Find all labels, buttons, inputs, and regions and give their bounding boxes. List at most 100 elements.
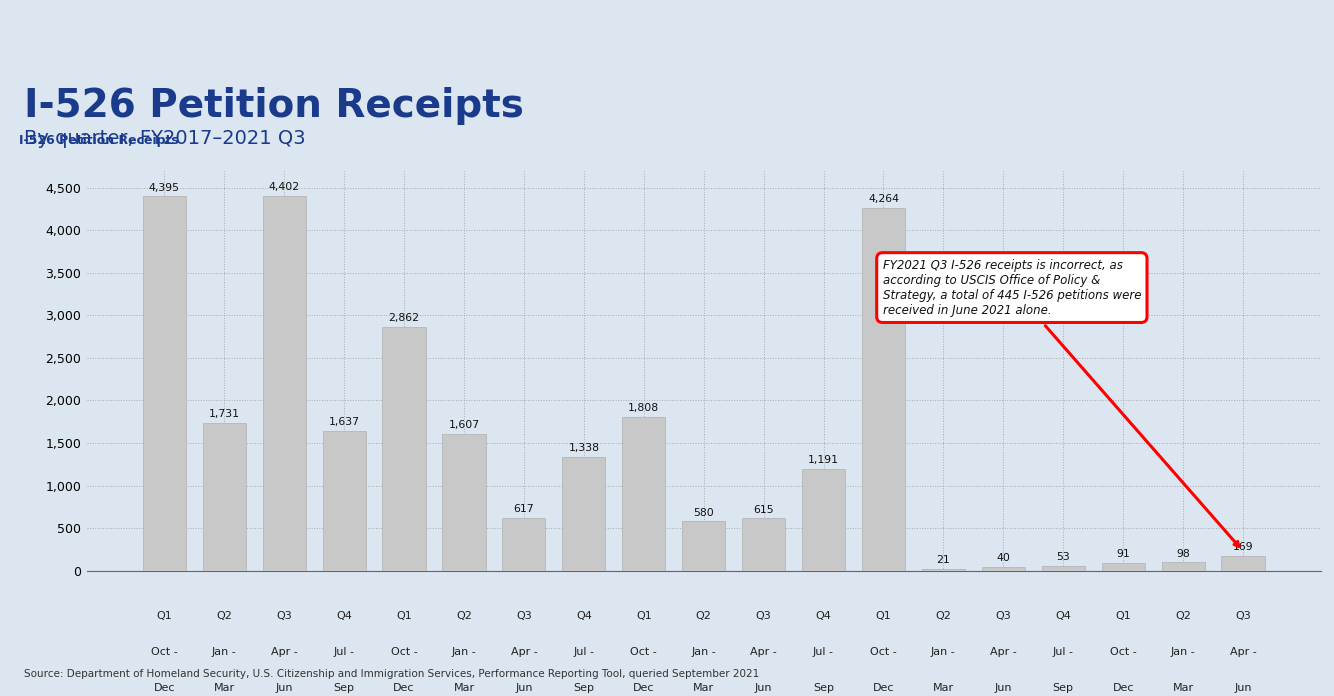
- Text: Q2: Q2: [216, 611, 232, 621]
- Text: Oct -: Oct -: [1110, 647, 1137, 657]
- Text: 4,395: 4,395: [149, 182, 180, 193]
- Text: Q2: Q2: [696, 611, 711, 621]
- Text: Q3: Q3: [516, 611, 532, 621]
- Text: Dec: Dec: [394, 683, 415, 693]
- Text: Q2: Q2: [456, 611, 472, 621]
- Text: Jan -: Jan -: [931, 647, 955, 657]
- Text: Q3: Q3: [1235, 611, 1251, 621]
- Bar: [263, 196, 305, 571]
- Bar: [1162, 562, 1205, 571]
- Text: Jan -: Jan -: [212, 647, 236, 657]
- Text: Mar: Mar: [1173, 683, 1194, 693]
- Bar: [742, 519, 786, 571]
- Text: Q2: Q2: [935, 611, 951, 621]
- Text: Sep: Sep: [334, 683, 355, 693]
- Text: Sep: Sep: [574, 683, 595, 693]
- Bar: [802, 469, 846, 571]
- Text: Q1: Q1: [1115, 611, 1131, 621]
- Bar: [682, 521, 726, 571]
- Text: Q1: Q1: [636, 611, 651, 621]
- Text: Jun: Jun: [1234, 683, 1251, 693]
- Text: Q4: Q4: [815, 611, 831, 621]
- Text: Dec: Dec: [153, 683, 175, 693]
- Bar: [922, 569, 964, 571]
- Text: 617: 617: [514, 505, 534, 514]
- Text: Q2: Q2: [1175, 611, 1191, 621]
- Text: 21: 21: [936, 555, 950, 565]
- Bar: [203, 423, 245, 571]
- Text: Q4: Q4: [336, 611, 352, 621]
- Text: 2,862: 2,862: [388, 313, 420, 323]
- Bar: [562, 457, 606, 571]
- Text: Q3: Q3: [756, 611, 771, 621]
- Text: 1,808: 1,808: [628, 403, 659, 413]
- Text: 1,637: 1,637: [328, 418, 360, 427]
- Text: Jul -: Jul -: [574, 647, 595, 657]
- Text: Jul -: Jul -: [1053, 647, 1074, 657]
- Text: Sep: Sep: [812, 683, 834, 693]
- Text: 98: 98: [1177, 548, 1190, 559]
- Bar: [1102, 563, 1145, 571]
- Text: Jun: Jun: [515, 683, 532, 693]
- Text: 91: 91: [1117, 549, 1130, 559]
- Text: Oct -: Oct -: [870, 647, 896, 657]
- Text: Jan -: Jan -: [691, 647, 716, 657]
- Text: Oct -: Oct -: [391, 647, 418, 657]
- Text: 4,264: 4,264: [868, 193, 899, 204]
- Text: 4,402: 4,402: [268, 182, 300, 192]
- Text: Apr -: Apr -: [271, 647, 297, 657]
- Bar: [1222, 556, 1265, 571]
- Text: Jul -: Jul -: [334, 647, 355, 657]
- Text: Jun: Jun: [275, 683, 293, 693]
- Text: Jun: Jun: [755, 683, 772, 693]
- Text: Q4: Q4: [1055, 611, 1071, 621]
- Text: Q4: Q4: [576, 611, 592, 621]
- Text: Apr -: Apr -: [511, 647, 538, 657]
- Text: 615: 615: [754, 505, 774, 514]
- Text: Mar: Mar: [213, 683, 235, 693]
- Text: Jul -: Jul -: [812, 647, 834, 657]
- Text: I-526 Petition Receipts: I-526 Petition Receipts: [19, 134, 179, 147]
- Text: 580: 580: [694, 507, 714, 518]
- Text: 40: 40: [996, 553, 1010, 564]
- Bar: [1042, 567, 1085, 571]
- Bar: [383, 327, 426, 571]
- Text: Dec: Dec: [634, 683, 655, 693]
- Text: Oct -: Oct -: [151, 647, 177, 657]
- Text: Apr -: Apr -: [750, 647, 776, 657]
- Text: 1,731: 1,731: [209, 409, 240, 420]
- Text: Jan -: Jan -: [1171, 647, 1195, 657]
- Text: Mar: Mar: [454, 683, 475, 693]
- Bar: [622, 417, 666, 571]
- Bar: [143, 196, 185, 571]
- Bar: [323, 432, 366, 571]
- Text: 169: 169: [1233, 542, 1254, 553]
- Text: 1,338: 1,338: [568, 443, 599, 453]
- Text: Source: Department of Homeland Security, U.S. Citizenship and Immigration Servic: Source: Department of Homeland Security,…: [24, 669, 759, 679]
- Text: Jan -: Jan -: [452, 647, 476, 657]
- Text: FY2021 Q3 I-526 receipts is incorrect, as
according to USCIS Office of Policy &
: FY2021 Q3 I-526 receipts is incorrect, a…: [883, 259, 1239, 546]
- Text: 1,607: 1,607: [448, 420, 479, 430]
- Bar: [982, 567, 1025, 571]
- Text: Apr -: Apr -: [990, 647, 1017, 657]
- Text: Jun: Jun: [995, 683, 1013, 693]
- Text: Q3: Q3: [276, 611, 292, 621]
- Text: I-526 Petition Receipts: I-526 Petition Receipts: [24, 87, 524, 125]
- Text: Mar: Mar: [932, 683, 954, 693]
- Text: Q1: Q1: [156, 611, 172, 621]
- Text: 53: 53: [1057, 553, 1070, 562]
- Text: Apr -: Apr -: [1230, 647, 1257, 657]
- Text: Mar: Mar: [694, 683, 714, 693]
- Bar: [443, 434, 486, 571]
- Text: 1,191: 1,191: [808, 455, 839, 466]
- Text: Q1: Q1: [875, 611, 891, 621]
- Text: Q1: Q1: [396, 611, 412, 621]
- Bar: [503, 519, 546, 571]
- Text: By quarter, FY2017–2021 Q3: By quarter, FY2017–2021 Q3: [24, 129, 305, 148]
- Text: Dec: Dec: [1113, 683, 1134, 693]
- Text: Dec: Dec: [872, 683, 894, 693]
- Text: Oct -: Oct -: [631, 647, 658, 657]
- Bar: [862, 207, 904, 571]
- Text: Q3: Q3: [995, 611, 1011, 621]
- Text: Sep: Sep: [1053, 683, 1074, 693]
